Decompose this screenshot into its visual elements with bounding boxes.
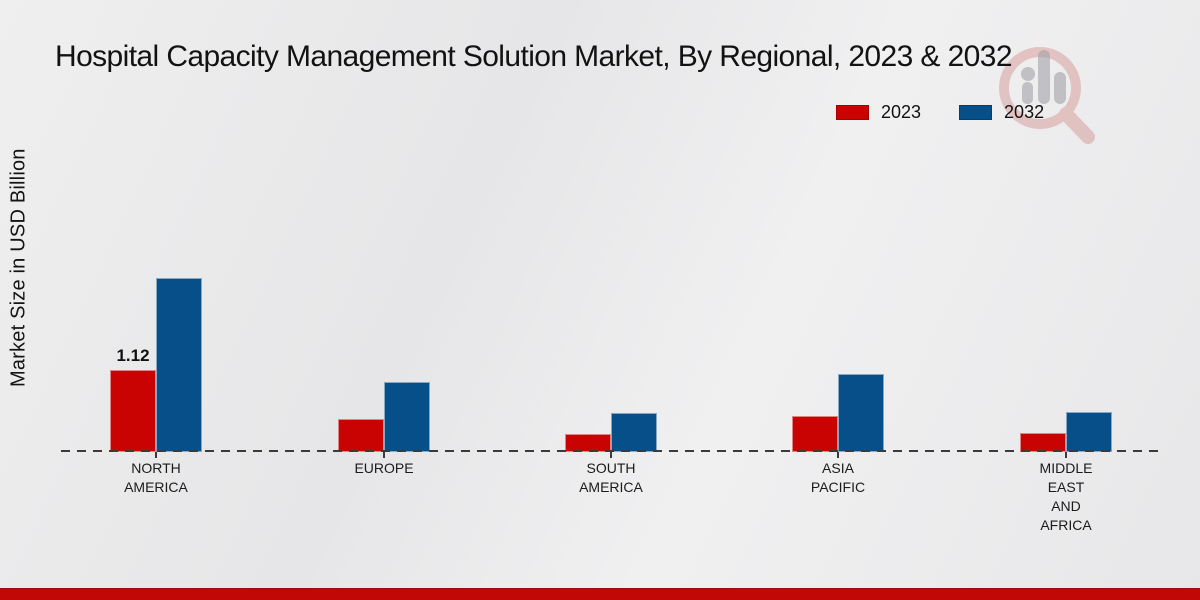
axis-tick-middle-east-and-africa <box>1065 452 1067 458</box>
category-label-south-america: SOUTH AMERICA <box>579 460 643 495</box>
legend: 2023 2032 <box>836 102 1044 123</box>
zero-baseline <box>61 450 1158 452</box>
legend-label-2023: 2023 <box>881 102 922 122</box>
category-label-europe: EUROPE <box>354 460 414 476</box>
bar-2032-europe <box>384 382 430 452</box>
y-axis-label: Market Size in USD Billion <box>7 148 30 388</box>
bar-2023-asia-pacific <box>792 416 838 452</box>
category-label-asia-pacific: ASIA PACIFIC <box>810 460 866 495</box>
watermark-logo <box>999 47 1095 144</box>
legend-swatch-2032 <box>959 105 993 120</box>
growth-bars-icon <box>1021 50 1066 104</box>
legend-item-2032: 2032 <box>959 102 1044 123</box>
bar-2023-europe <box>338 419 384 452</box>
bar-2023-north-america <box>110 370 156 452</box>
bar-2032-asia-pacific <box>838 374 884 452</box>
legend-label-2032: 2032 <box>1004 102 1045 122</box>
bottom-accent-band <box>0 588 1200 600</box>
category-label-middle-east-and-africa: MIDDLE EAST AND AFRICA <box>1039 460 1093 533</box>
axis-tick-europe <box>383 452 385 458</box>
axis-tick-north-america <box>155 452 157 458</box>
axis-tick-asia-pacific <box>837 452 839 458</box>
bar-2032-south-america <box>611 413 657 452</box>
legend-item-2023: 2023 <box>836 102 921 123</box>
legend-swatch-2023 <box>836 105 869 120</box>
axis-tick-south-america <box>610 452 612 458</box>
category-label-north-america: NORTH AMERICA <box>124 460 188 495</box>
bar-2032-north-america <box>156 278 202 452</box>
value-label-2023-north-america: 1.12 <box>116 346 150 365</box>
bar-2032-middle-east-and-africa <box>1066 412 1112 452</box>
chart-title: Hospital Capacity Management Solution Ma… <box>55 40 1013 73</box>
